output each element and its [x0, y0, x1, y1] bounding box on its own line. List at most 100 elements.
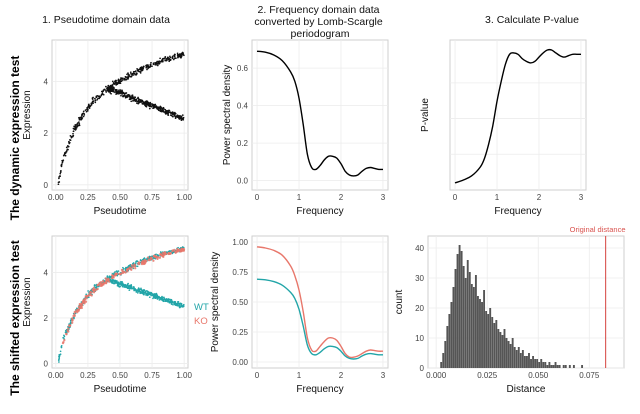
dyn-pval-xtick-label: 2 — [537, 193, 542, 202]
dyn-pseudo-point — [178, 54, 180, 57]
dyn-pseudo-point — [76, 122, 79, 124]
dyn-pseudo-point — [137, 98, 140, 100]
shift-pseudo-point — [110, 281, 113, 283]
dyn-pseudo-point — [111, 87, 114, 89]
shift-hist-bar — [468, 272, 471, 368]
shift-hist-bar — [495, 320, 498, 368]
shift-pseudo-point — [67, 327, 70, 330]
dyn-pseudo-point — [76, 125, 79, 127]
shift-hist-bar — [483, 290, 486, 368]
dyn-pseudo-point — [161, 109, 164, 111]
dyn-pseudo-point — [162, 57, 164, 60]
shift-hist-plot-area — [427, 235, 625, 369]
shift-pseudo-point — [143, 292, 146, 294]
shift-hist-x-axis-label: Distance — [507, 384, 546, 395]
dyn-pseudo-point — [157, 108, 160, 110]
shift-pseudo-point — [170, 298, 173, 301]
dyn-pseudo-point — [177, 56, 179, 59]
shift-hist-bar — [479, 299, 481, 368]
shift-pseudo-point — [126, 270, 129, 273]
shift-pseudo-point — [143, 262, 146, 265]
shift-hist-bar — [474, 275, 477, 368]
dyn-pseudo-point — [67, 148, 69, 151]
dyn-pseudo-point — [113, 87, 115, 89]
dyn-pseudo-point — [72, 135, 74, 138]
shift-hist-xtick-label: 0.075 — [579, 371, 600, 380]
shift-pseudo-point — [94, 289, 97, 292]
dyn-pseudo-point — [124, 78, 126, 81]
shift-pseudo-point — [85, 293, 88, 296]
shift-hist-ytick-label: 20 — [415, 304, 424, 313]
shift-pseudo-xtick-label: 0.25 — [80, 371, 96, 380]
shift-pseudo-point — [146, 292, 149, 294]
shift-hist-bar — [511, 338, 514, 368]
shift-pseudo-legend-ko: KO — [194, 316, 208, 327]
shift-pseudo-point — [63, 334, 65, 337]
shift-pseudo-point — [104, 277, 107, 280]
dyn-pseudo-point — [66, 145, 69, 147]
shift-hist-bar — [558, 365, 561, 368]
shift-pseudo-point — [109, 279, 112, 282]
dyn-pseudo-point — [183, 54, 185, 57]
dyn-freq-ytick-label: 0.6 — [237, 64, 249, 73]
dyn-pseudo-point — [167, 112, 169, 115]
shift-hist-bar — [497, 329, 500, 368]
dyn-pseudo-point — [159, 108, 162, 111]
shift-pseudo-point — [103, 281, 106, 284]
dyn-pseudo-point — [104, 88, 106, 91]
shift-pseudo-point — [128, 289, 131, 291]
dyn-pseudo-xtick-label: 0.75 — [144, 193, 160, 202]
dyn-pseudo-point — [109, 92, 112, 94]
column-title-1: 1. Pseudotime domain data — [42, 14, 170, 26]
dyn-pseudo-point — [124, 75, 127, 78]
shift-pseudo-point — [158, 299, 161, 301]
dyn-pval-xtick-label: 3 — [579, 193, 584, 202]
dyn-pval-x-axis-label: Frequency — [494, 206, 541, 217]
dyn-pseudo-point — [150, 103, 152, 105]
dyn-pseudo-point — [159, 57, 161, 60]
dyn-pseudo-point — [124, 92, 127, 95]
shift-freq-xtick-label: 1 — [297, 371, 302, 380]
dyn-pseudo-point — [82, 110, 85, 113]
dyn-pseudo-point — [60, 165, 63, 168]
shift-pseudo-point — [115, 279, 118, 282]
dyn-pseudo-point — [127, 73, 130, 76]
shift-pseudo-point — [167, 300, 169, 303]
dyn-pseudo-point — [166, 56, 169, 59]
dyn-pseudo-point — [114, 91, 116, 94]
dyn-pseudo-point — [114, 80, 116, 83]
shift-hist-bar — [581, 365, 584, 368]
dyn-pseudo-point — [155, 64, 157, 66]
shift-pseudo-point — [126, 283, 129, 286]
dyn-pseudo-ytick-label: 2 — [44, 129, 49, 138]
dyn-pseudo-point — [88, 103, 90, 106]
dyn-pseudo-point — [90, 104, 93, 106]
dyn-pseudo-point — [136, 100, 139, 103]
dyn-pseudo-point — [139, 70, 141, 73]
dyn-pseudo-ytick-label: 0 — [44, 181, 49, 190]
column-title-2: 2. Frequency domain data converted by Lo… — [254, 4, 385, 40]
shift-pseudo-point — [129, 287, 132, 290]
dyn-pseudo-point — [167, 114, 170, 116]
shift-pseudo-point — [161, 252, 164, 255]
shift-hist-bar — [456, 254, 459, 368]
shift-hist-bar — [564, 365, 567, 368]
dyn-pseudo-point — [62, 159, 65, 162]
dyn-pseudo-point — [179, 56, 182, 59]
dyn-pseudo-point — [60, 169, 62, 172]
dyn-pseudo-point — [130, 96, 133, 99]
dyn-pseudo-point — [134, 96, 136, 98]
shift-pseudo-point — [127, 267, 130, 271]
dyn-pseudo-point — [59, 175, 61, 177]
dyn-pseudo-point — [122, 95, 124, 98]
shift-hist-bar — [503, 329, 506, 368]
column-title-3: 3. Calculate P-value — [485, 14, 579, 26]
column-title-1-line-1: 1. Pseudotime domain data — [42, 14, 170, 26]
dyn-pseudo-point — [59, 172, 62, 175]
dyn-pseudo-point — [149, 66, 151, 68]
dyn-pseudo-point — [72, 127, 75, 130]
dyn-pseudo-point — [100, 93, 103, 96]
dyn-pseudo-point — [114, 81, 117, 84]
dyn-pseudo-point — [115, 89, 117, 92]
